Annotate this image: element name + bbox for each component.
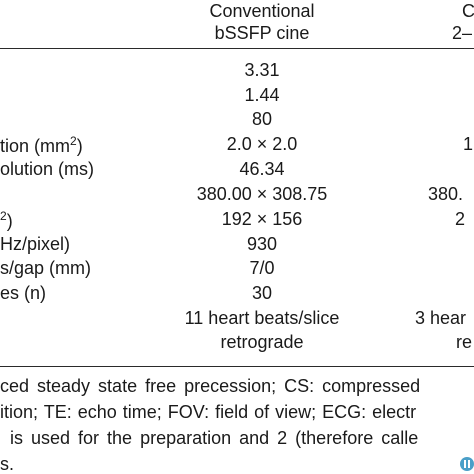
row-9-label: s/gap (mm) [0,258,92,278]
footnote-line-4: s. [0,454,15,474]
row-3-value: 80 [251,109,273,129]
row-8-value: 930 [246,234,278,254]
row-4-label: tion (mm2) [0,134,83,156]
row-6-value-cs: 380. [428,184,464,204]
footnote-line-2: ition; TE: echo time; FOV: field of view… [0,402,417,422]
row-12-value-cs: re [456,332,473,352]
row-12-value: retrograde [220,332,304,352]
row-11-value: 11 heart beats/slice [184,308,340,328]
pause-icon[interactable] [460,457,474,471]
column-header-cs: C [462,1,474,21]
row-4-value: 2.0 × 2.0 [226,134,298,154]
column-header-bssfp-cine: bSSFP cine [214,23,310,43]
row-8-label: Hz/pixel) [0,234,71,254]
row-2-value: 1.44 [244,85,280,105]
footnote-line-3: is used for the preparation and 2 (there… [10,428,419,448]
row-5-label: olution (ms) [0,159,95,179]
row-9-value: 7/0 [249,258,275,278]
column-header-cs-sub: 2– [452,23,473,43]
row-10-value: 30 [251,283,273,303]
row-1-value: 3.31 [244,60,280,80]
row-5-value: 46.34 [239,159,285,179]
row-7-value-cs: 2 [455,209,466,229]
footnote-line-1: ced steady state free precession; CS: co… [0,376,421,396]
header-rule [0,48,474,49]
row-4-value-cs: 1 [463,134,474,154]
column-header-conventional: Conventional [209,1,315,21]
row-7-value: 192 × 156 [221,209,303,229]
row-6-value: 380.00 × 308.75 [196,184,328,204]
row-11-value-cs: 3 hear [415,308,467,328]
footer-rule [0,366,474,367]
row-10-label: es (n) [0,283,47,303]
row-7-label: 2) [0,209,13,231]
